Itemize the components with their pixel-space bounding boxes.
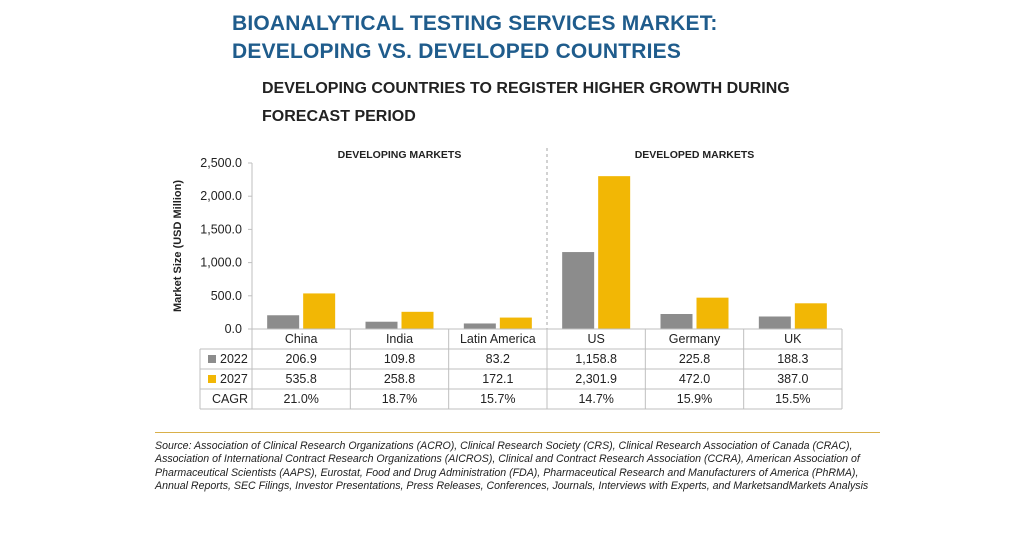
value-2022: 188.3: [777, 352, 808, 366]
chart-subtitle-line-1: DEVELOPING COUNTRIES TO REGISTER HIGHER …: [262, 80, 790, 97]
category-label: India: [386, 332, 413, 346]
value-cagr: 15.7%: [480, 392, 515, 406]
category-label: Germany: [669, 332, 721, 346]
bar-2027: [303, 293, 336, 329]
bar-2022: [758, 316, 791, 329]
source-note: Source: Association of Clinical Research…: [155, 440, 869, 493]
bar-2022: [365, 321, 398, 329]
legend-swatch-2022: [208, 355, 216, 363]
category-label: US: [587, 332, 604, 346]
bar-2022: [463, 323, 496, 329]
legend-label-2022: 2022: [220, 352, 248, 366]
y-tick-label: 1,500.0: [200, 222, 242, 236]
value-2027: 387.0: [777, 372, 808, 386]
value-cagr: 18.7%: [382, 392, 417, 406]
bar-2027: [499, 317, 532, 329]
bar-chart: 0.0 500.0 1,000.0 1,500.0 2,000.0 2,500.0 Mark…: [172, 148, 843, 410]
category-label: Latin America: [460, 332, 536, 346]
cagr-row-label: CAGR: [212, 392, 248, 406]
chart-title-line-2: DEVELOPING VS. DEVELOPED COUNTRIES: [232, 40, 682, 63]
category-label: UK: [784, 332, 802, 346]
group-label-developing: DEVELOPING MARKETS: [338, 149, 462, 161]
value-cagr: 14.7%: [578, 392, 613, 406]
y-tick-label: 1,000.0: [200, 256, 242, 270]
y-tick-label: 2,500.0: [200, 156, 242, 170]
value-2022: 206.9: [286, 352, 317, 366]
value-2027: 2,301.9: [575, 372, 617, 386]
y-axis-title: Market Size (USD Million): [172, 180, 184, 312]
y-tick-label: 2,000.0: [200, 189, 242, 203]
value-cagr: 21.0%: [283, 392, 318, 406]
y-tick-label: 0.0: [225, 322, 242, 336]
legend-swatch-2027: [208, 375, 216, 383]
bar-2027: [401, 311, 434, 329]
value-2027: 258.8: [384, 372, 415, 386]
value-cagr: 15.5%: [775, 392, 810, 406]
legend-label-2027: 2027: [220, 372, 248, 386]
bar-2022: [660, 314, 693, 329]
value-2022: 1,158.8: [575, 352, 617, 366]
value-2022: 225.8: [679, 352, 710, 366]
chart-subtitle-line-2: FORECAST PERIOD: [262, 108, 416, 125]
value-2027: 172.1: [482, 372, 513, 386]
bar-2027: [794, 303, 827, 329]
bar-2027: [598, 176, 631, 329]
value-cagr: 15.9%: [677, 392, 712, 406]
source-divider: [155, 432, 880, 433]
category-label: China: [285, 332, 318, 346]
bar-2027: [696, 297, 729, 329]
value-2027: 472.0: [679, 372, 710, 386]
bar-2022: [267, 315, 300, 329]
value-2022: 109.8: [384, 352, 415, 366]
y-tick-label: 500.0: [211, 289, 242, 303]
chart-title-line-1: BIOANALYTICAL TESTING SERVICES MARKET:: [232, 12, 718, 35]
group-label-developed: DEVELOPED MARKETS: [635, 149, 755, 161]
value-2022: 83.2: [486, 352, 510, 366]
bar-2022: [562, 252, 595, 329]
value-2027: 535.8: [286, 372, 317, 386]
